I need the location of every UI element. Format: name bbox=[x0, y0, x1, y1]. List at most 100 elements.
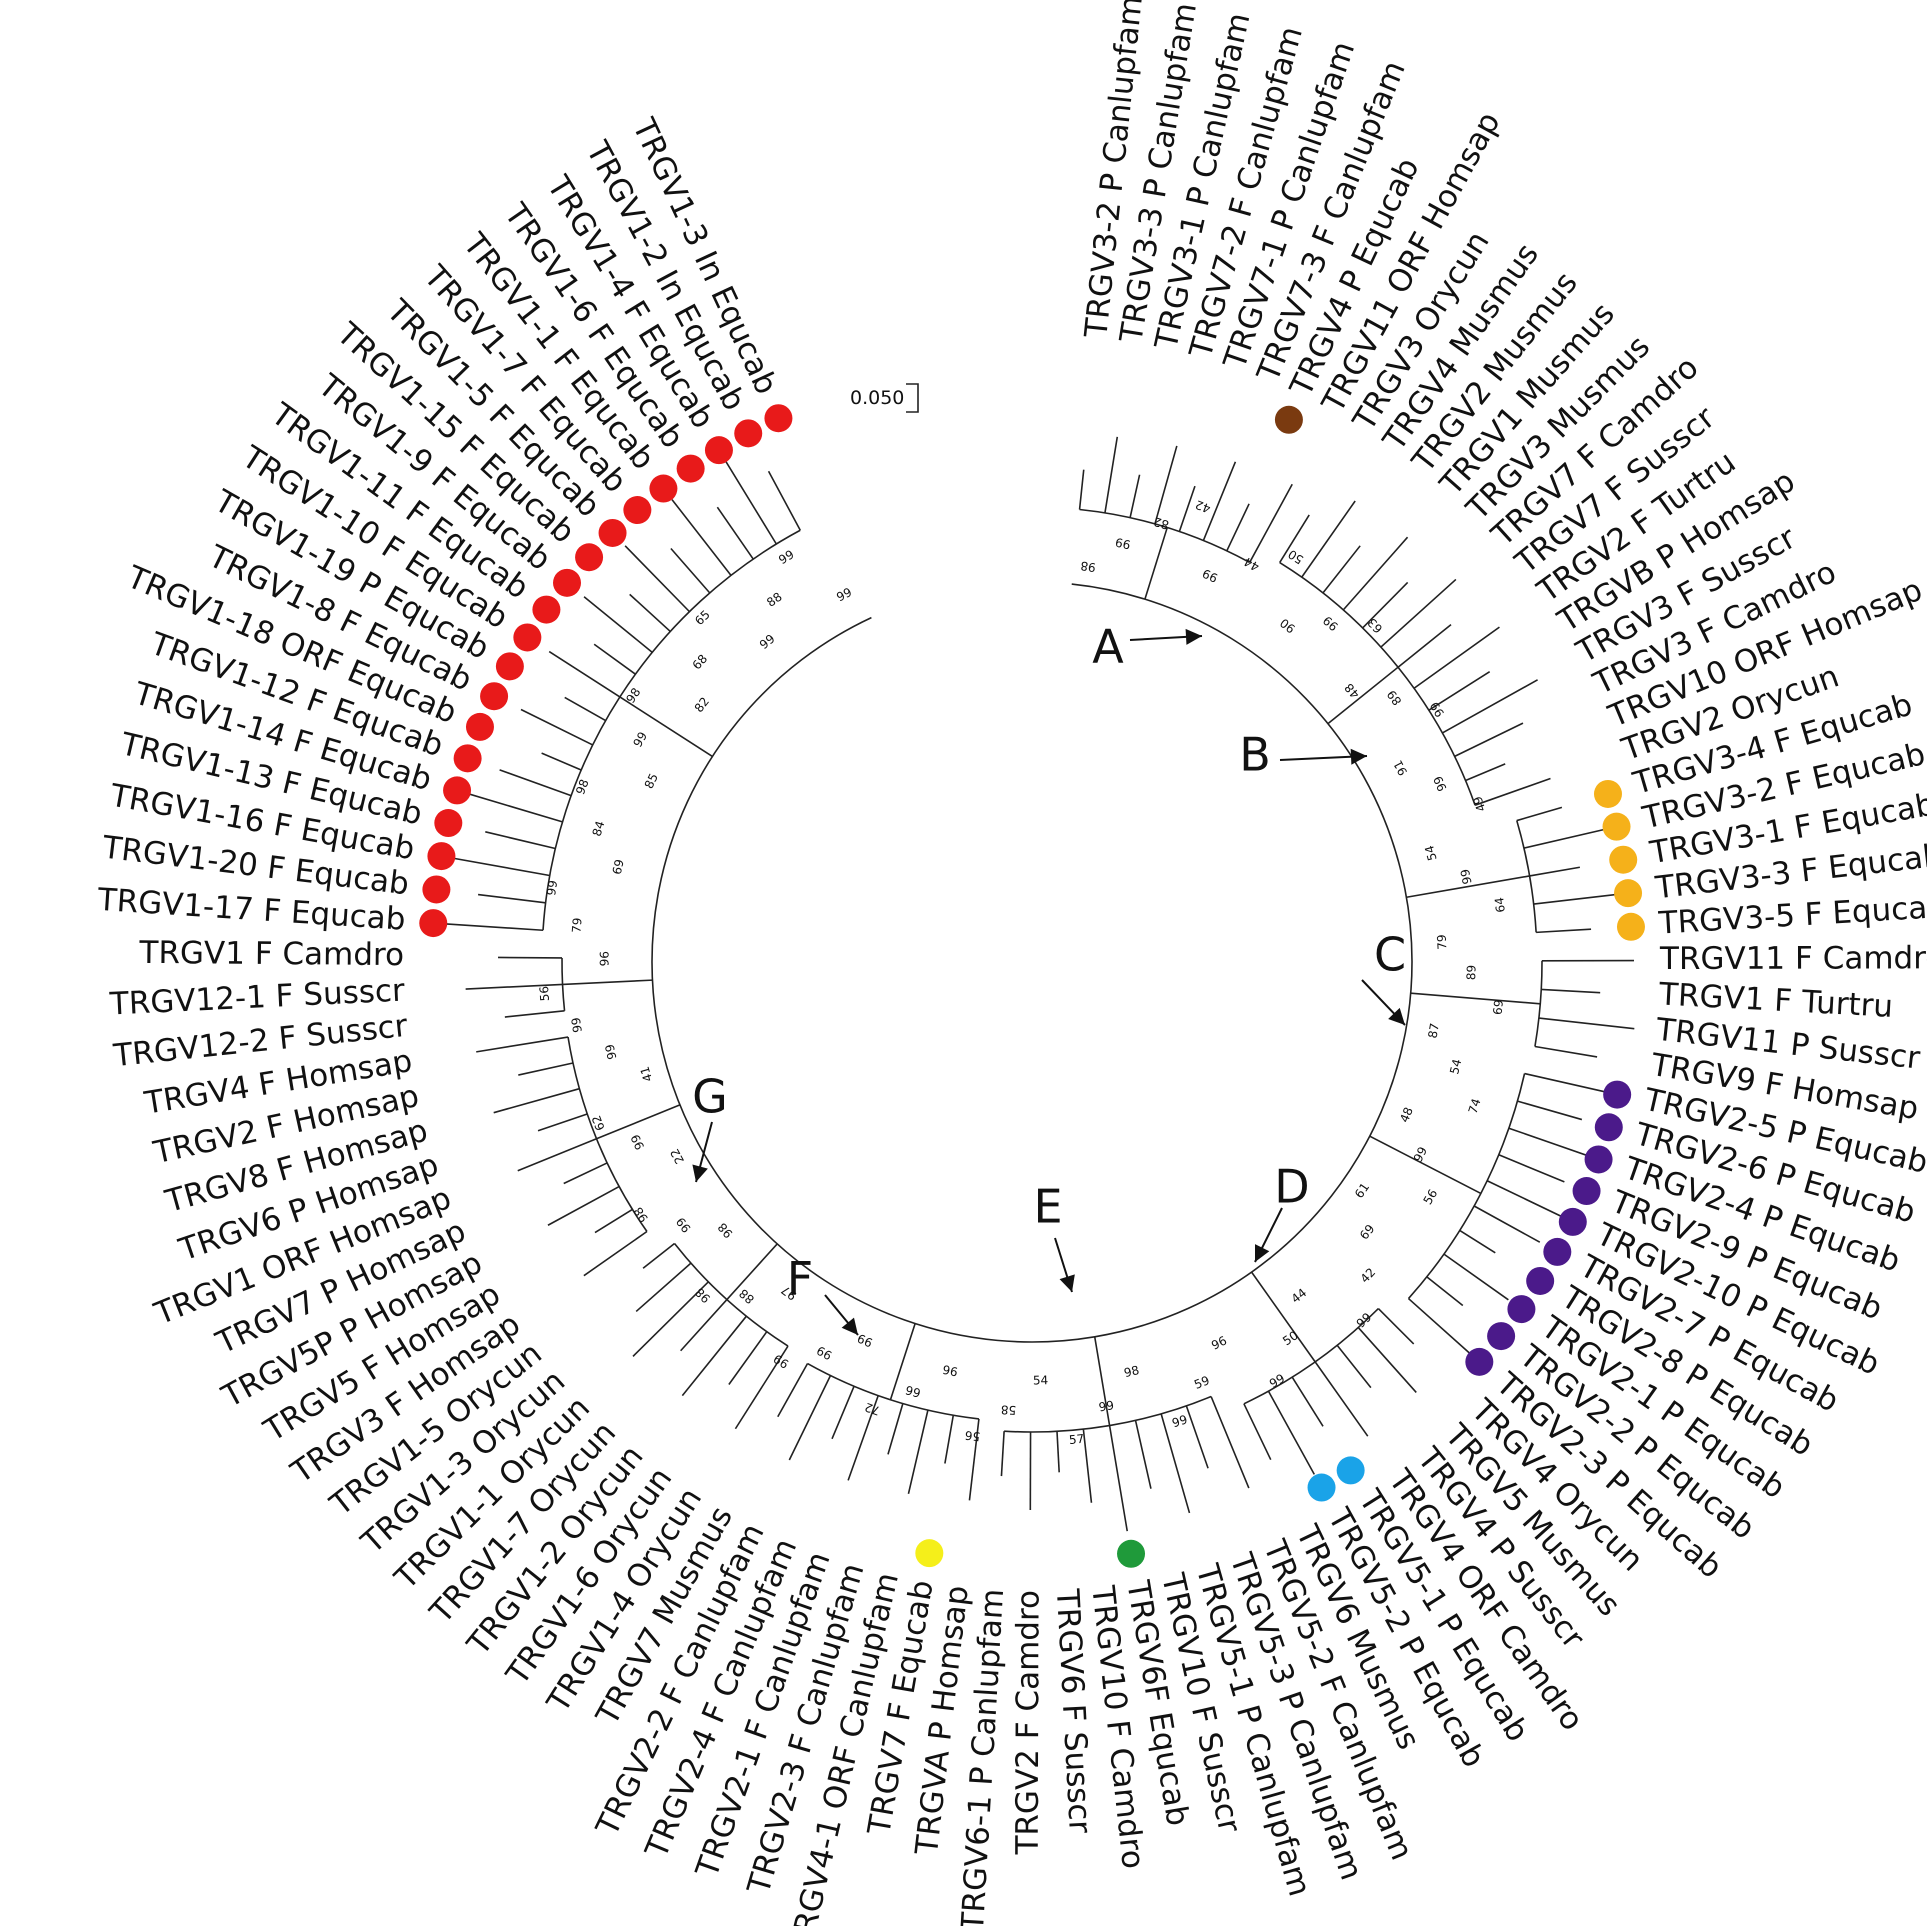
leaf-branch bbox=[1443, 1253, 1509, 1301]
bootstrap-value: 49 bbox=[1470, 794, 1488, 813]
bootstrap-value: 22 bbox=[667, 1146, 687, 1166]
clade-label: G bbox=[692, 1070, 728, 1124]
species-markers bbox=[419, 404, 1645, 1568]
species-marker bbox=[1572, 1177, 1601, 1206]
leaf-branch bbox=[485, 831, 556, 850]
leaf-branch bbox=[624, 545, 691, 613]
leaf-branch bbox=[1104, 436, 1119, 514]
leaf-branch bbox=[594, 1208, 633, 1234]
leaf-branch bbox=[723, 458, 778, 545]
species-marker bbox=[1507, 1295, 1536, 1324]
bootstrap-value: 72 bbox=[863, 1400, 882, 1418]
leaf-branch bbox=[1108, 1425, 1129, 1532]
clade-arrow-head bbox=[1388, 1007, 1405, 1025]
clade-stem bbox=[726, 1243, 778, 1301]
bootstrap-value: 99 bbox=[603, 1043, 620, 1061]
bootstrap-value: 56 bbox=[964, 1428, 981, 1444]
species-marker bbox=[1616, 912, 1645, 941]
species-marker bbox=[1274, 405, 1303, 434]
leaf-branch bbox=[1465, 763, 1506, 782]
bootstrap-value: 58 bbox=[1001, 1402, 1017, 1417]
bootstrap-value: 99 bbox=[1170, 1412, 1189, 1430]
clade-arrow-head bbox=[1185, 628, 1202, 645]
species-marker bbox=[465, 712, 494, 741]
leaf-branch bbox=[457, 789, 563, 823]
leaf-branch bbox=[907, 1409, 929, 1495]
leaf-branch bbox=[1056, 1431, 1060, 1473]
tree-branches bbox=[442, 436, 1635, 1532]
clade-stem bbox=[562, 979, 653, 986]
leaf-branch bbox=[477, 893, 546, 904]
clade-label: F bbox=[787, 1252, 813, 1306]
bootstrap-value: 98 bbox=[631, 1204, 651, 1224]
bootstrap-value: 99 bbox=[1458, 868, 1475, 886]
leaf-branch bbox=[1279, 514, 1310, 563]
leaf-branch bbox=[1523, 828, 1606, 849]
leaf-branch bbox=[1533, 893, 1622, 905]
leaf-branch bbox=[442, 922, 544, 932]
leaf-branch bbox=[635, 1262, 692, 1313]
leaf-branch bbox=[583, 1230, 648, 1277]
scale-bar: 0.050 bbox=[850, 383, 919, 413]
species-marker bbox=[453, 744, 482, 773]
leaf-branch bbox=[1129, 474, 1141, 518]
leaf-branch bbox=[680, 1299, 728, 1352]
species-marker bbox=[434, 809, 463, 838]
species-marker bbox=[1543, 1237, 1572, 1266]
clade-arrow-head bbox=[1255, 1244, 1270, 1262]
bootstrap-value: 98 bbox=[1080, 558, 1097, 574]
leaf-branch bbox=[1529, 866, 1581, 877]
leaf-branch bbox=[1459, 1229, 1496, 1254]
clade-stem bbox=[1410, 992, 1541, 1005]
bootstrap-value: 44 bbox=[1289, 1286, 1310, 1306]
leaf-branch bbox=[1413, 626, 1500, 689]
leaf-branch bbox=[548, 650, 621, 698]
leaf-branch bbox=[1178, 485, 1196, 532]
bootstrap-value: 98 bbox=[715, 1220, 736, 1241]
bootstrap-value: 89 bbox=[1464, 965, 1478, 981]
species-marker bbox=[1584, 1145, 1613, 1174]
leaf-branch bbox=[1474, 777, 1551, 806]
scale-bar-label: 0.050 bbox=[850, 387, 904, 409]
leaf-branch bbox=[504, 1010, 565, 1018]
leaf-branch bbox=[1428, 670, 1491, 711]
bootstrap-value: 68 bbox=[690, 652, 711, 673]
leaf-branch bbox=[968, 1418, 980, 1501]
species-marker bbox=[1487, 1322, 1516, 1351]
leaf-branch bbox=[465, 983, 563, 990]
scale-bar-line bbox=[906, 383, 919, 413]
leaf-branch bbox=[767, 470, 801, 531]
bootstrap-value: 88 bbox=[736, 1286, 757, 1307]
leaf-branch bbox=[1357, 1327, 1417, 1393]
bootstrap-value: 61 bbox=[1352, 1180, 1372, 1201]
bootstrap-value: 99 bbox=[630, 729, 650, 749]
bootstrap-value: 99 bbox=[771, 1351, 791, 1371]
leaf-branch bbox=[493, 1087, 580, 1114]
bootstrap-value: 50 bbox=[1286, 547, 1306, 567]
leaf-branch bbox=[1248, 483, 1293, 563]
species-marker bbox=[1336, 1456, 1365, 1485]
bootstrap-value: 44 bbox=[1242, 554, 1262, 574]
leaf-branch bbox=[563, 1162, 608, 1185]
species-marker bbox=[1609, 845, 1638, 874]
leaf-branch bbox=[1380, 578, 1457, 648]
bootstrap-value: 99 bbox=[1431, 774, 1450, 794]
bootstrap-value: 84 bbox=[590, 819, 608, 838]
clade-arrows: A B C D E F G bbox=[692, 620, 1406, 1336]
bootstrap-value: 96 bbox=[597, 951, 611, 966]
leaf-label: TRGV11 F Camdro bbox=[1659, 940, 1927, 977]
bootstrap-value: 99 bbox=[834, 585, 854, 604]
leaf-branch bbox=[476, 1036, 569, 1053]
leaf-branch bbox=[1185, 1405, 1209, 1469]
bootstrap-value: 99 bbox=[1320, 613, 1341, 634]
leaf-branch bbox=[537, 1113, 588, 1132]
bootstrap-value: 64 bbox=[1492, 896, 1508, 913]
clade-stem bbox=[1327, 666, 1399, 725]
bootstrap-value: 69 bbox=[1357, 1222, 1377, 1243]
species-marker bbox=[623, 496, 652, 525]
leaf-branch bbox=[1210, 1396, 1250, 1489]
species-marker bbox=[676, 454, 705, 483]
species-marker bbox=[480, 682, 509, 711]
